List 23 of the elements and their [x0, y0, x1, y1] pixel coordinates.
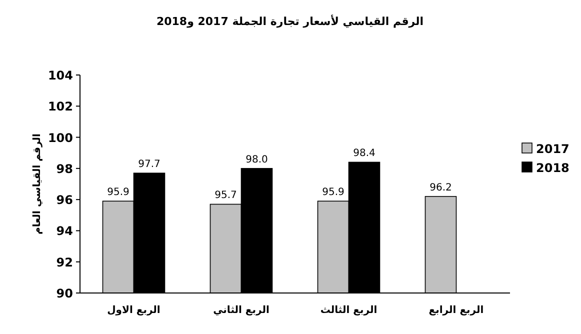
- y-tick-label: 94: [56, 224, 73, 238]
- x-tick-label: الربع الرابع: [428, 305, 484, 316]
- data-label: 95.7: [214, 190, 237, 202]
- y-tick-label: 96: [56, 193, 73, 208]
- y-tick-label: 98: [56, 162, 73, 176]
- y-tick-label: 102: [48, 100, 73, 114]
- x-tick-label: الربع الثاني: [213, 305, 270, 316]
- y-axis-title: الرقم القياسي العام: [32, 134, 43, 234]
- y-tick-label: 104: [48, 68, 73, 82]
- y-tick-label: 100: [48, 130, 73, 145]
- legend-label: 2017: [536, 142, 570, 156]
- data-label: 95.9: [322, 187, 344, 198]
- x-tick-label: الربع الاول: [107, 305, 160, 316]
- data-label: 95.9: [107, 187, 130, 198]
- data-label: 98.0: [246, 154, 268, 166]
- chart-title: الرقم القياسي لأسعار تجارة الجملة 2017 و2018: [156, 14, 424, 28]
- x-tick-label: الربع الثالث: [320, 305, 378, 316]
- y-tick-label: 90: [56, 286, 73, 300]
- legend-label: 2018: [536, 161, 570, 175]
- data-label: 98.4: [353, 148, 376, 160]
- data-label: 96.2: [430, 182, 452, 194]
- y-tick-label: 92: [56, 255, 73, 270]
- data-label: 97.7: [138, 159, 160, 170]
